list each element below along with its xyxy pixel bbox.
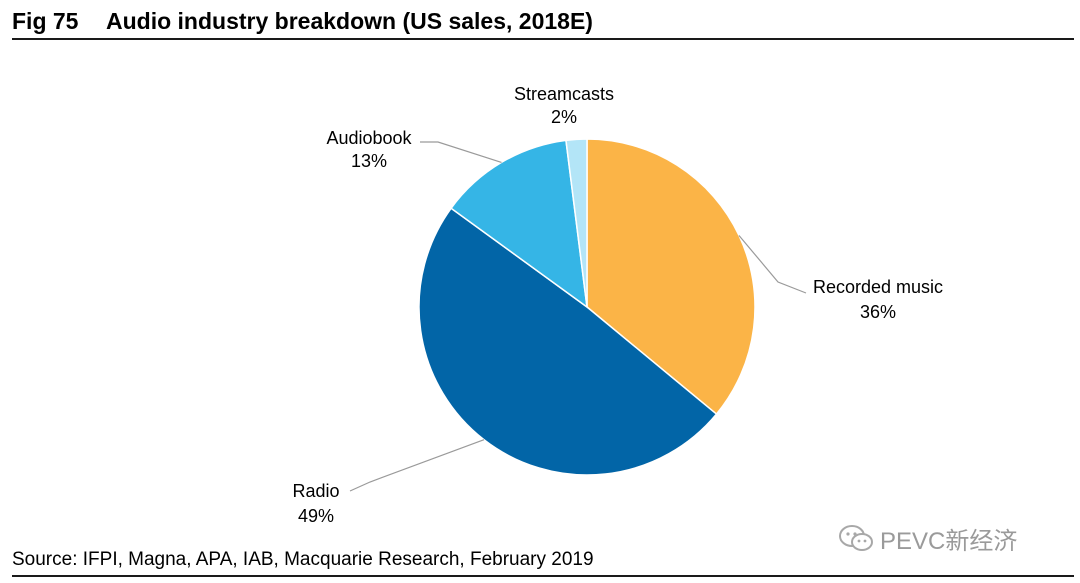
figure-header: Fig 75 Audio industry breakdown (US sale… xyxy=(12,6,1074,40)
figure-number: Fig 75 xyxy=(12,8,79,34)
wechat-icon xyxy=(839,525,873,551)
pie-slice-recorded-music xyxy=(586,138,756,416)
source-footer: Source: IFPI, Magna, APA, IAB, Macquarie… xyxy=(12,547,1074,577)
slice-pct-radio: 49% xyxy=(298,506,334,526)
watermark: PEVC新经济 xyxy=(838,522,1018,555)
slice-label-recorded-music: Recorded music xyxy=(813,277,943,297)
leader-line-audiobook xyxy=(420,141,502,163)
leader-lines xyxy=(349,141,807,492)
leader-line-radio xyxy=(349,439,485,492)
watermark-text: PEVC新经济 xyxy=(880,527,1018,555)
slice-pct-recorded-music: 36% xyxy=(860,302,896,322)
chart-title: Audio industry breakdown (US sales, 2018… xyxy=(106,8,593,34)
slice-label-audiobook: Audiobook xyxy=(326,128,412,148)
pie-slices xyxy=(418,138,756,476)
source-text: Source: IFPI, Magna, APA, IAB, Macquarie… xyxy=(12,549,594,570)
pie-slice-audiobook xyxy=(450,139,588,309)
pie-slice-streamcasts xyxy=(565,138,588,308)
slice-pct-streamcasts: 2% xyxy=(551,107,577,127)
slice-label-streamcasts: Streamcasts xyxy=(514,84,614,104)
slice-pct-audiobook: 13% xyxy=(351,151,387,171)
slice-label-radio: Radio xyxy=(292,481,339,501)
leader-line-recorded-music xyxy=(738,235,807,294)
